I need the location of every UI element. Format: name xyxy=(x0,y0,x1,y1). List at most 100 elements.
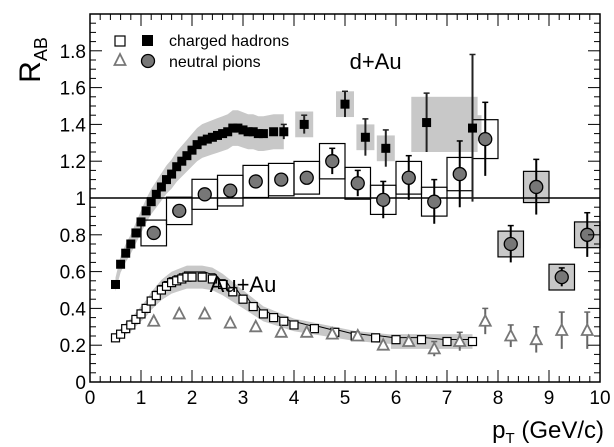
point-pion-auau xyxy=(401,333,416,347)
point-charged-dau xyxy=(187,145,197,155)
point-pion-auau xyxy=(325,326,340,340)
sys-box-pion-dau xyxy=(318,142,346,180)
point-charged-auau xyxy=(467,336,478,347)
point-pion-dau xyxy=(529,179,544,195)
point-charged-dau xyxy=(197,136,207,146)
point-pion-dau xyxy=(554,269,569,285)
sys-box-pion-dau xyxy=(344,166,372,200)
point-charged-auau xyxy=(442,336,452,347)
point-charged-dau xyxy=(299,119,309,129)
legend-marker-open-triangle xyxy=(113,51,127,66)
x-tick-label: 9 xyxy=(544,388,555,409)
data-markers xyxy=(110,53,595,357)
band-charged-auau xyxy=(115,265,473,346)
point-charged-dau xyxy=(213,130,222,140)
point-pion-auau xyxy=(299,324,314,338)
point-charged-dau xyxy=(146,197,156,207)
point-charged-dau xyxy=(269,127,279,137)
x-tick-label: 7 xyxy=(442,388,453,409)
point-pion-auau xyxy=(376,337,391,351)
y-tick-label: 1.2 xyxy=(60,152,86,173)
x-axis-title: pT (GeV/c) xyxy=(492,417,604,447)
point-pion-auau xyxy=(580,322,595,336)
point-pion-dau xyxy=(197,187,212,202)
point-pion-dau xyxy=(350,176,365,191)
point-charged-dau xyxy=(126,239,136,249)
point-pion-auau xyxy=(503,328,518,342)
point-charged-auau xyxy=(115,329,126,339)
axes: 0 1 2 3 4 5 6 7 8 9 10 0 0.2 0.4 0.6 0.8 1 1.2 1.4 1.6 1.8 xyxy=(60,13,611,409)
sys-box-pion-dau xyxy=(140,219,168,247)
point-charged-dau xyxy=(192,140,202,150)
point-charged-dau xyxy=(243,127,253,137)
point-charged-dau xyxy=(218,129,228,139)
point-pion-dau xyxy=(478,131,493,147)
point-charged-auau xyxy=(258,309,268,319)
point-charged-dau xyxy=(340,99,350,109)
point-charged-dau xyxy=(228,123,238,133)
point-charged-auau xyxy=(289,320,299,330)
point-charged-dau xyxy=(279,127,289,137)
point-charged-auau xyxy=(207,274,217,284)
point-pion-auau xyxy=(197,305,212,320)
point-pion-dau xyxy=(325,154,340,169)
legend-marker-filled-circle xyxy=(140,53,156,69)
point-charged-dau xyxy=(131,228,141,238)
legend-label: charged hadrons xyxy=(169,33,289,50)
point-charged-dau xyxy=(238,125,248,135)
point-pion-dau xyxy=(299,170,314,185)
point-charged-dau xyxy=(162,175,171,185)
point-charged-auau xyxy=(371,333,381,343)
point-charged-dau xyxy=(116,259,126,269)
point-charged-auau xyxy=(146,296,156,306)
point-pion-dau xyxy=(146,225,161,241)
point-pion-auau xyxy=(223,315,238,329)
y-tick-label: 0.4 xyxy=(60,299,87,320)
point-charged-dau xyxy=(111,279,120,289)
point-pion-dau xyxy=(503,236,518,252)
point-pion-auau xyxy=(274,324,289,338)
point-charged-auau xyxy=(197,272,207,282)
point-pion-dau xyxy=(427,194,442,209)
systematic-boxes xyxy=(90,119,601,340)
point-charged-dau xyxy=(468,123,477,133)
point-charged-dau xyxy=(167,169,177,179)
point-pion-auau xyxy=(350,328,365,342)
point-charged-dau xyxy=(258,129,268,139)
y-tick-label: 0.6 xyxy=(60,263,86,284)
point-charged-dau xyxy=(233,123,243,133)
point-pion-dau xyxy=(223,183,238,198)
x-tick-label: 6 xyxy=(391,388,402,409)
y-tick-label: 1.4 xyxy=(60,115,87,136)
point-charged-dau xyxy=(121,248,131,258)
sys-box-pion-dau xyxy=(165,196,193,226)
point-charged-auau xyxy=(218,279,228,290)
point-pion-auau xyxy=(172,305,187,320)
y-tick-label: 1.8 xyxy=(60,42,86,63)
legend: charged hadrons neutral pions xyxy=(113,33,289,71)
x-tick-label: 1 xyxy=(136,388,147,409)
x-tick-label: 8 xyxy=(493,388,504,409)
point-charged-auau xyxy=(126,320,136,330)
point-charged-dau xyxy=(182,151,192,161)
x-tick-label: 10 xyxy=(589,388,610,409)
legend-marker-open-square xyxy=(114,35,126,47)
labels: RAB pT (GeV/c) d+Au Au+Au xyxy=(14,37,604,447)
point-pion-dau xyxy=(452,166,467,182)
point-charged-auau xyxy=(248,301,258,312)
x-tick-label: 5 xyxy=(340,388,351,409)
point-charged-dau xyxy=(207,132,217,142)
point-charged-dau xyxy=(381,143,391,153)
point-pion-dau xyxy=(274,172,289,187)
point-charged-auau xyxy=(279,316,289,326)
legend-label: neutral pions xyxy=(169,54,261,71)
point-pion-dau xyxy=(172,203,187,219)
point-charged-auau xyxy=(238,294,248,304)
point-pion-auau xyxy=(554,322,569,336)
point-charged-auau xyxy=(309,324,319,334)
point-charged-auau xyxy=(228,287,238,297)
point-charged-dau xyxy=(202,134,212,144)
point-charged-auau xyxy=(151,290,161,301)
point-pion-auau xyxy=(427,340,442,355)
point-charged-auau xyxy=(131,314,141,325)
